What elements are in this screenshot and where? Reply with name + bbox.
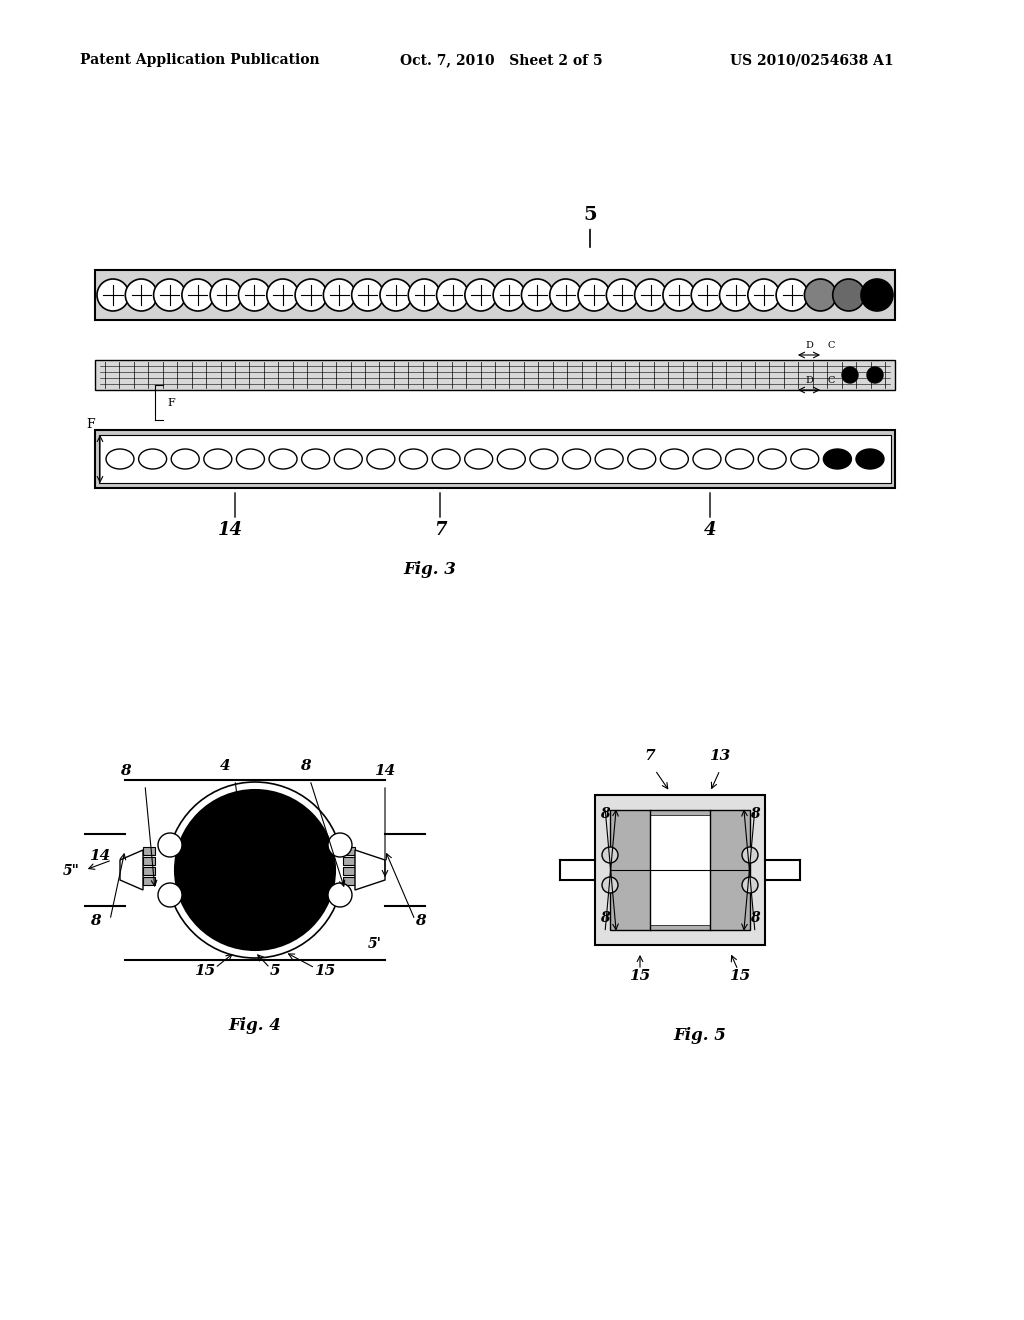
Circle shape bbox=[663, 279, 695, 312]
Text: F: F bbox=[86, 417, 95, 430]
Bar bbox=[650, 814, 710, 925]
Circle shape bbox=[158, 883, 182, 907]
Circle shape bbox=[380, 279, 412, 312]
Circle shape bbox=[267, 279, 299, 312]
Circle shape bbox=[295, 279, 327, 312]
Text: F: F bbox=[167, 397, 175, 408]
Circle shape bbox=[550, 279, 582, 312]
Text: Oct. 7, 2010   Sheet 2 of 5: Oct. 7, 2010 Sheet 2 of 5 bbox=[400, 53, 603, 67]
Text: Patent Application Publication: Patent Application Publication bbox=[80, 53, 319, 67]
Text: 8: 8 bbox=[300, 759, 310, 774]
Circle shape bbox=[776, 279, 808, 312]
Circle shape bbox=[158, 833, 182, 857]
Circle shape bbox=[182, 279, 214, 312]
Bar bbox=[595, 795, 765, 945]
Circle shape bbox=[175, 789, 335, 950]
Circle shape bbox=[742, 876, 758, 894]
Circle shape bbox=[720, 279, 752, 312]
Bar bbox=[95, 360, 895, 389]
Text: 8: 8 bbox=[751, 807, 760, 821]
Text: D: D bbox=[805, 341, 813, 350]
Bar bbox=[95, 271, 895, 319]
Circle shape bbox=[606, 279, 638, 312]
Circle shape bbox=[210, 279, 243, 312]
Text: 15: 15 bbox=[729, 969, 751, 983]
Circle shape bbox=[805, 279, 837, 312]
Text: 13: 13 bbox=[710, 748, 731, 763]
Circle shape bbox=[328, 883, 352, 907]
Text: 8: 8 bbox=[600, 807, 610, 821]
Text: 5: 5 bbox=[584, 206, 597, 247]
Circle shape bbox=[578, 279, 610, 312]
Bar bbox=[95, 430, 895, 488]
Bar bbox=[343, 857, 355, 865]
Text: Fig. 5: Fig. 5 bbox=[674, 1027, 726, 1044]
Circle shape bbox=[125, 279, 158, 312]
Text: 14: 14 bbox=[89, 849, 110, 863]
Circle shape bbox=[521, 279, 553, 312]
Circle shape bbox=[97, 279, 129, 312]
Circle shape bbox=[436, 279, 469, 312]
Circle shape bbox=[842, 367, 858, 383]
Text: Fig. 3: Fig. 3 bbox=[403, 561, 457, 578]
Text: 8: 8 bbox=[120, 764, 130, 777]
Text: 4: 4 bbox=[220, 759, 230, 774]
Polygon shape bbox=[120, 850, 143, 890]
Text: 8: 8 bbox=[415, 913, 425, 928]
Circle shape bbox=[691, 279, 723, 312]
Text: 5": 5" bbox=[63, 865, 80, 878]
Circle shape bbox=[154, 279, 185, 312]
Bar bbox=[610, 810, 750, 931]
Circle shape bbox=[748, 279, 780, 312]
Circle shape bbox=[635, 279, 667, 312]
Circle shape bbox=[465, 279, 497, 312]
Text: C: C bbox=[827, 341, 835, 350]
Text: 15: 15 bbox=[630, 969, 650, 983]
Text: 8: 8 bbox=[751, 912, 760, 925]
Text: 8: 8 bbox=[600, 912, 610, 925]
Circle shape bbox=[324, 279, 355, 312]
Text: C: C bbox=[827, 376, 835, 385]
Circle shape bbox=[328, 833, 352, 857]
Circle shape bbox=[494, 279, 525, 312]
Polygon shape bbox=[355, 850, 385, 890]
Circle shape bbox=[409, 279, 440, 312]
Bar bbox=[343, 867, 355, 875]
Text: 14: 14 bbox=[217, 521, 243, 539]
Text: 5': 5' bbox=[368, 937, 382, 950]
Text: 15: 15 bbox=[195, 964, 216, 978]
Circle shape bbox=[833, 279, 864, 312]
Text: 4: 4 bbox=[703, 521, 716, 539]
Bar bbox=[99, 436, 891, 483]
Ellipse shape bbox=[823, 449, 851, 469]
Circle shape bbox=[867, 367, 883, 383]
Bar bbox=[143, 847, 155, 855]
Text: 14: 14 bbox=[375, 764, 395, 777]
Text: 8: 8 bbox=[90, 913, 100, 928]
Ellipse shape bbox=[856, 449, 884, 469]
Text: D: D bbox=[805, 376, 813, 385]
Text: 5: 5 bbox=[269, 964, 281, 978]
Bar bbox=[343, 876, 355, 884]
Bar bbox=[343, 847, 355, 855]
Bar bbox=[143, 867, 155, 875]
Text: US 2010/0254638 A1: US 2010/0254638 A1 bbox=[730, 53, 894, 67]
Circle shape bbox=[861, 279, 893, 312]
Text: Fig. 4: Fig. 4 bbox=[228, 1016, 282, 1034]
Text: 15: 15 bbox=[314, 964, 336, 978]
Circle shape bbox=[351, 279, 384, 312]
Circle shape bbox=[602, 847, 618, 863]
Text: 7: 7 bbox=[645, 748, 655, 763]
Text: 7: 7 bbox=[434, 521, 446, 539]
Circle shape bbox=[239, 279, 270, 312]
Bar bbox=[143, 857, 155, 865]
Bar bbox=[143, 876, 155, 884]
Circle shape bbox=[742, 847, 758, 863]
Circle shape bbox=[602, 876, 618, 894]
